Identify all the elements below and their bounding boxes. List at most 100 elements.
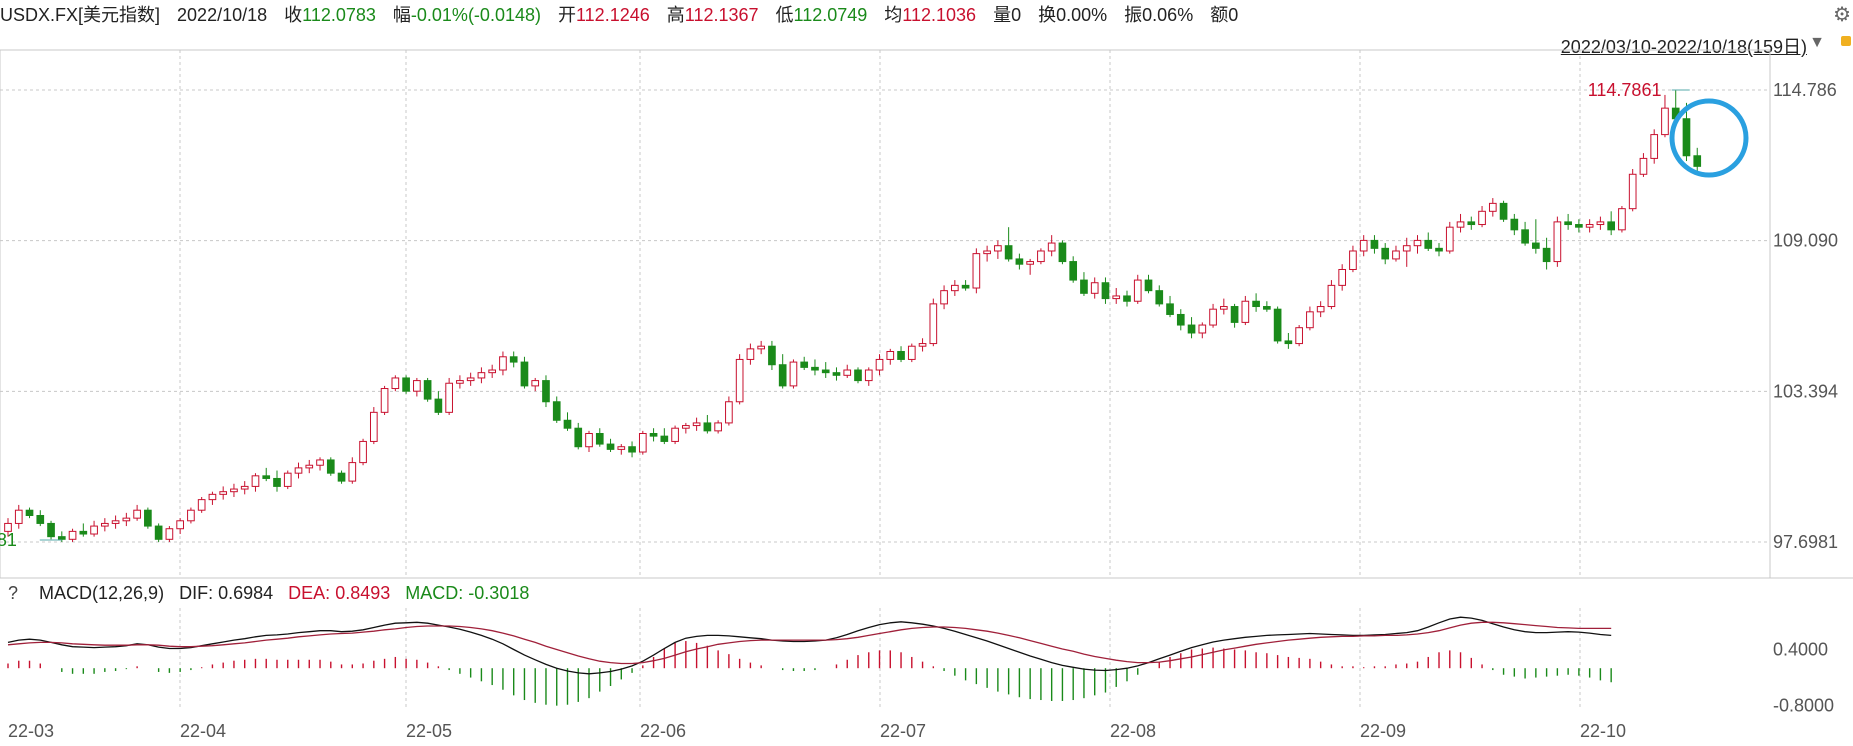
date-range-selector[interactable]: 2022/03/10-2022/10/18(159日): [1560, 37, 1807, 57]
candle: [434, 391, 443, 415]
candle-body: [1467, 221, 1476, 226]
candle-body: [757, 345, 765, 350]
close-label: 收: [284, 5, 303, 25]
candle: [951, 280, 959, 296]
candle: [1327, 280, 1336, 310]
candle: [380, 385, 389, 415]
amount-field: 额0: [1210, 5, 1238, 25]
candle-body: [1133, 279, 1142, 302]
candle-body: [1058, 242, 1067, 263]
candle: [531, 377, 540, 392]
candle: [1112, 288, 1121, 304]
candle: [1155, 285, 1164, 307]
candle: [359, 438, 367, 466]
candle-body: [1661, 107, 1669, 136]
open-field: 开112.1246: [558, 5, 650, 25]
candle: [1198, 322, 1207, 339]
candle: [283, 470, 292, 490]
candle-body: [240, 485, 249, 490]
candle: [1424, 232, 1433, 251]
dif-line: [7, 616, 1612, 675]
candle-body: [531, 380, 540, 387]
candle-body: [595, 432, 604, 445]
candle-body: [445, 382, 453, 413]
low-field: 低112.0749: [776, 5, 868, 25]
candle-body: [1263, 306, 1271, 310]
candle-body: [90, 525, 98, 535]
candle-body: [122, 517, 131, 522]
candle-body: [1349, 250, 1357, 271]
candle-body: [1607, 221, 1615, 231]
candle-body: [552, 401, 561, 421]
macd-header: ? MACD(12,26,9) DIF: 0.6984 DEA: 0.8493 …: [0, 578, 1853, 608]
candle-body: [1295, 327, 1303, 345]
candle-body: [1392, 250, 1400, 260]
candle-body: [682, 425, 690, 429]
candle-body: [1273, 308, 1282, 342]
candle-body: [994, 245, 1002, 252]
help-icon[interactable]: ?: [8, 583, 19, 603]
candle: [273, 470, 281, 492]
low-value: 112.0749: [793, 5, 868, 25]
candle: [983, 245, 991, 262]
candle-body: [821, 369, 830, 374]
candle: [907, 343, 916, 363]
candle-body: [413, 380, 421, 392]
candle-body: [940, 290, 948, 305]
candle: [864, 367, 873, 386]
candle: [778, 354, 787, 389]
change-label: 幅: [392, 5, 411, 25]
candle-body: [671, 427, 679, 442]
symbol-name[interactable]: USDX.FX[美元指数]: [0, 5, 161, 25]
candle: [1209, 303, 1217, 328]
open-value: 112.1246: [576, 5, 650, 25]
candle-body: [1219, 306, 1228, 310]
candle: [1219, 298, 1228, 315]
month-tick-label: 22-05: [406, 721, 452, 741]
candle: [1370, 235, 1379, 254]
candle-body: [1230, 306, 1239, 323]
candle-body: [1370, 239, 1379, 249]
candle-body: [1542, 247, 1551, 263]
candle: [897, 346, 905, 363]
candle-body: [703, 422, 712, 432]
candle-body: [1338, 269, 1347, 286]
candle-body: [1112, 295, 1121, 300]
candle: [789, 359, 798, 389]
dea-field: DEA: 0.8493: [288, 583, 390, 603]
low-label: 低: [775, 5, 794, 25]
candle: [14, 504, 23, 529]
price-annotations: 114.7861 97.6981: [0, 80, 1690, 550]
lock-icon[interactable]: [1841, 36, 1851, 46]
candle: [1133, 274, 1142, 304]
candle-body: [348, 462, 357, 482]
macd-indicator-name[interactable]: MACD(12,26,9): [39, 583, 165, 603]
candle: [133, 504, 141, 521]
candle: [1166, 295, 1174, 318]
candle-body: [918, 343, 927, 347]
candle-body: [961, 284, 970, 289]
candle-body: [477, 372, 486, 379]
candle-body: [1639, 157, 1648, 175]
candle: [961, 280, 970, 291]
candle: [1381, 243, 1390, 265]
candle-body: [563, 419, 572, 429]
candle-body: [273, 477, 281, 487]
candle: [466, 372, 475, 386]
dropdown-triangle-icon[interactable]: ▼: [1809, 34, 1825, 51]
candle-body: [1499, 202, 1508, 220]
candle: [994, 240, 1002, 259]
macd-lines: [7, 616, 1612, 675]
candle-body: [283, 472, 292, 487]
candle: [1618, 206, 1626, 233]
candle-body: [1381, 247, 1390, 260]
candle: [800, 356, 809, 371]
settings-gear-icon[interactable]: ⚙: [1833, 4, 1851, 26]
turnover-value: 0.00%: [1056, 5, 1108, 25]
candle: [725, 396, 733, 426]
macd-tick-label: 0.4000: [1773, 639, 1828, 659]
price-tick-label: 97.6981: [1773, 532, 1838, 552]
candle: [886, 348, 895, 365]
candle-body: [176, 520, 184, 530]
